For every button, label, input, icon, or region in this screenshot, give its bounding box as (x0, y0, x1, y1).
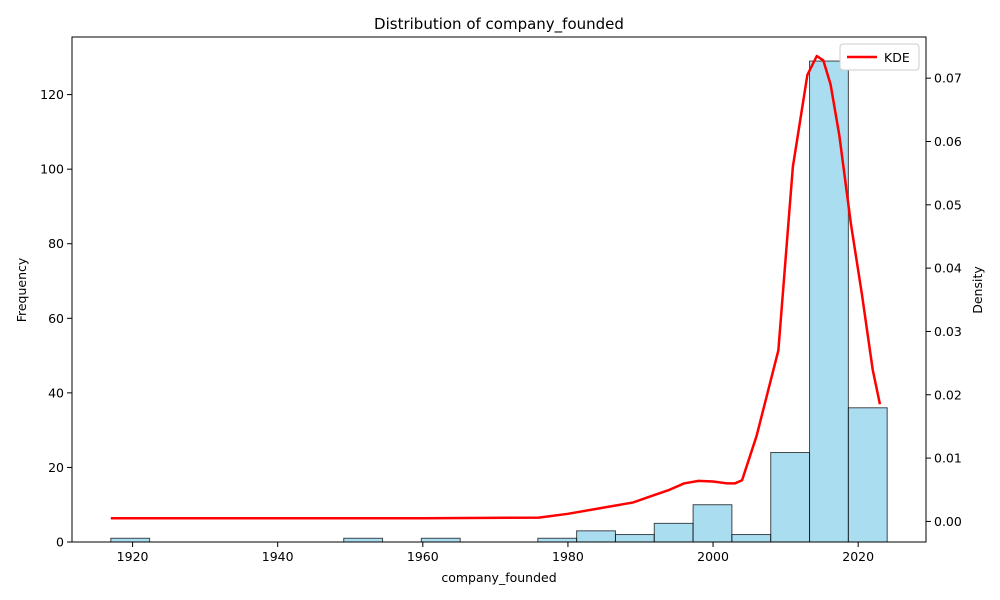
x-tick-label: 1920 (117, 549, 149, 564)
y-tick-label: 120 (40, 87, 64, 102)
histogram-bar (110, 537, 151, 543)
histogram-bar (420, 537, 461, 543)
plot-frame (71, 36, 927, 543)
y-tick-label: 40 (48, 385, 64, 400)
y-tick-label: 80 (48, 236, 64, 251)
y-tick-label: 0 (56, 535, 64, 550)
histogram-bar (343, 537, 384, 543)
y-tick-label: 60 (48, 311, 64, 326)
y2-tick-label: 0.01 (934, 451, 962, 466)
y2-tick-label: 0.06 (934, 134, 962, 149)
y2-tick-label: 0.02 (934, 387, 962, 402)
histogram-bar (537, 537, 578, 543)
y2-axis-ticks: 0.00 0.01 0.02 0.03 0.04 0.05 0.06 0.07 (926, 71, 962, 529)
histogram-bar (809, 60, 849, 543)
x-tick-label: 2020 (842, 549, 874, 564)
x-tick-label: 1940 (262, 549, 294, 564)
legend-kde-label: KDE (884, 50, 910, 65)
histogram-bar (576, 530, 616, 543)
legend: KDE (839, 43, 920, 71)
y2-tick-label: 0.00 (934, 514, 962, 529)
histogram-bar (847, 407, 888, 543)
chart-title: Distribution of company_founded (374, 15, 624, 34)
y-tick-label: 20 (48, 460, 64, 475)
kde-line (110, 54, 882, 520)
legend-box (839, 43, 920, 71)
y2-tick-label: 0.05 (934, 197, 962, 212)
y2-tick-label: 0.07 (934, 71, 962, 86)
histogram-bar (653, 522, 694, 543)
histogram-bar (770, 452, 811, 543)
y2-tick-label: 0.03 (934, 324, 962, 339)
y-axis-label: Frequency (14, 257, 29, 322)
x-tick-label: 1960 (407, 549, 439, 564)
x-axis-label: company_founded (441, 570, 556, 585)
histogram-bars (110, 60, 888, 543)
y2-tick-label: 0.04 (934, 261, 962, 276)
x-tick-label: 2000 (697, 549, 729, 564)
y-tick-label: 100 (40, 162, 64, 177)
y-axis-ticks: 0 20 40 60 80 100 120 (40, 87, 72, 550)
histogram-bar (731, 534, 772, 543)
x-tick-label: 1980 (552, 549, 584, 564)
kde-series (110, 54, 882, 520)
y2-axis-label: Density (970, 266, 985, 314)
histogram-bar (692, 504, 733, 543)
histogram-bar (614, 534, 655, 543)
x-axis-ticks: 1920 1940 1960 1980 2000 2020 (117, 542, 874, 564)
